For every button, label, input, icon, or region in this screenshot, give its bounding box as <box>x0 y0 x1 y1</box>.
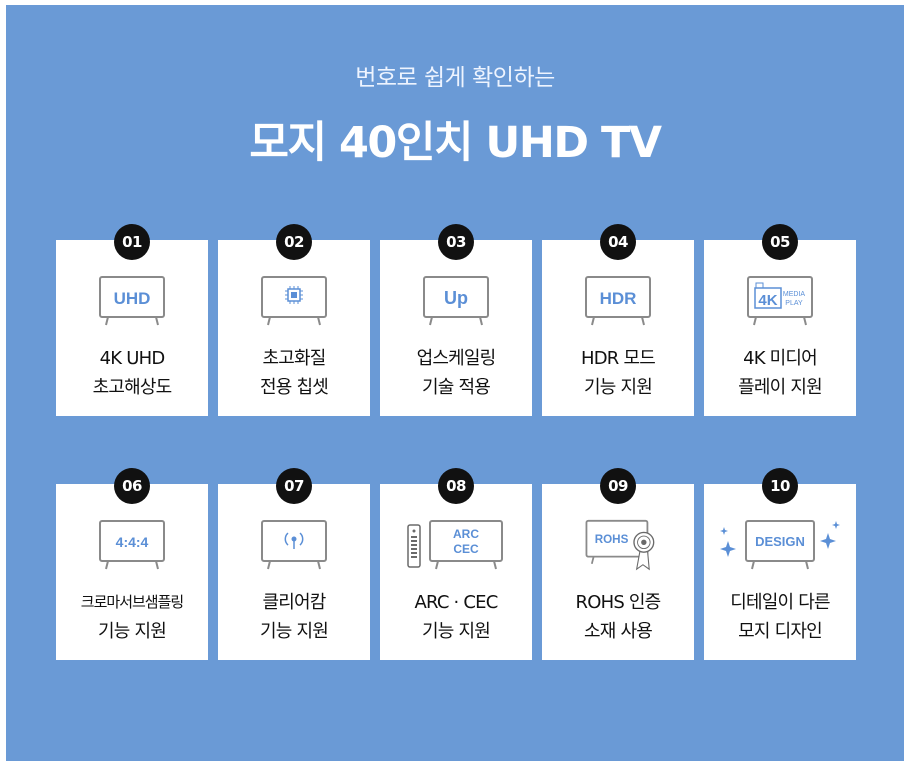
feature-label: 크로마서브샘플링 기능 지원 <box>56 588 208 646</box>
icon-text: HDR <box>600 289 637 308</box>
feature-label-line2: 초고해상도 <box>92 377 173 398</box>
icon-text: ROHS <box>595 533 629 546</box>
arc-cec-tv-icon: ARC CEC <box>406 519 506 571</box>
feature-card-02: 02 초고화질 전용 칩셋 <box>218 224 370 416</box>
icon-text: 4K <box>758 292 777 309</box>
feature-label-line2: 플레이 지원 <box>738 377 823 398</box>
feature-label-line2: 기능 지원 <box>422 621 491 642</box>
uhd-tv-icon: UHD <box>98 275 166 327</box>
feature-card-03: 03 Up 업스케일링 기술 적용 <box>380 224 532 416</box>
feature-number-badge: 06 <box>114 468 150 504</box>
icon-text: 4:4:4 <box>116 534 149 550</box>
feature-label-line1: ROHS 인증 <box>575 592 662 613</box>
feature-label-line1: ARC · CEC <box>414 592 499 613</box>
media-play-tv-icon: 4K MEDIA PLAY <box>746 275 814 327</box>
feature-label-line2: 기능 지원 <box>260 621 329 642</box>
feature-label-line1: 크로마서브샘플링 <box>80 593 184 611</box>
design-tv-icon: DESIGN <box>716 519 844 571</box>
icon-text-3: PLAY <box>785 300 803 307</box>
page-title: 모지 40인치 UHD TV <box>249 118 662 168</box>
feature-number-badge: 08 <box>438 468 474 504</box>
icon-text: ARC <box>453 527 479 541</box>
feature-card-05: 05 4K MEDIA PLAY 4K 미디어 플레이 지원 <box>704 224 856 416</box>
feature-card-09: 09 ROHS ROHS 인증 소재 사용 <box>542 468 694 660</box>
feature-card-10: 10 DESIGN 디테일이 다른 모지 디자인 <box>704 468 856 660</box>
feature-label-line2: 전용 칩셋 <box>260 377 329 398</box>
icon-text: DESIGN <box>755 534 805 549</box>
feature-number-badge: 02 <box>276 224 312 260</box>
feature-label-line1: 초고화질 <box>262 348 326 369</box>
feature-label: ROHS 인증 소재 사용 <box>542 588 694 646</box>
feature-card-08: 08 ARC CEC ARC · CEC 기능 지원 <box>380 468 532 660</box>
feature-number-badge: 10 <box>762 468 798 504</box>
hdr-tv-icon: HDR <box>584 275 652 327</box>
icon-text-2: MEDIA <box>783 291 806 298</box>
feature-card-06: 06 4:4:4 크로마서브샘플링 기능 지원 <box>56 468 208 660</box>
feature-label-line2: 모지 디자인 <box>738 621 823 642</box>
feature-label-line1: 4K UHD <box>99 348 166 369</box>
feature-card-07: 07 클리어캄 기능 지원 <box>218 468 370 660</box>
feature-label: 디테일이 다른 모지 디자인 <box>704 588 856 646</box>
feature-label-line1: HDR 모드 <box>581 348 656 369</box>
feature-label-line1: 클리어캄 <box>262 592 326 613</box>
feature-label-line2: 소재 사용 <box>584 621 653 642</box>
feature-label-line2: 기능 지원 <box>98 621 167 642</box>
feature-number-badge: 04 <box>600 224 636 260</box>
feature-number-badge: 01 <box>114 224 150 260</box>
feature-number-badge: 07 <box>276 468 312 504</box>
feature-card-04: 04 HDR HDR 모드 기능 지원 <box>542 224 694 416</box>
icon-text-2: CEC <box>453 542 479 556</box>
page-subtitle: 번호로 쉽게 확인하는 <box>355 65 555 91</box>
feature-label-line2: 기술 적용 <box>422 377 491 398</box>
feature-number-badge: 03 <box>438 224 474 260</box>
icon-text: UHD <box>114 289 151 308</box>
feature-card-01: 01 UHD 4K UHD 초고해상도 <box>56 224 208 416</box>
feature-label-line1: 디테일이 다른 <box>730 592 830 613</box>
chip-tv-icon <box>260 275 328 327</box>
feature-label: 업스케일링 기술 적용 <box>380 344 532 402</box>
rohs-tv-icon: ROHS <box>580 519 670 571</box>
feature-label: 초고화질 전용 칩셋 <box>218 344 370 402</box>
feature-label-line1: 업스케일링 <box>416 348 497 369</box>
feature-label: 클리어캄 기능 지원 <box>218 588 370 646</box>
feature-label: HDR 모드 기능 지원 <box>542 344 694 402</box>
feature-number-badge: 09 <box>600 468 636 504</box>
upscaling-tv-icon: Up <box>422 275 490 327</box>
feature-label: 4K UHD 초고해상도 <box>56 344 208 402</box>
feature-label: 4K 미디어 플레이 지원 <box>704 344 856 402</box>
chroma-tv-icon: 4:4:4 <box>98 519 166 571</box>
clear-cam-tv-icon <box>260 519 328 571</box>
icon-text: Up <box>444 288 468 308</box>
feature-label: ARC · CEC 기능 지원 <box>380 588 532 646</box>
feature-label-line2: 기능 지원 <box>584 377 653 398</box>
feature-number-badge: 05 <box>762 224 798 260</box>
feature-label-line1: 4K 미디어 <box>743 348 818 369</box>
